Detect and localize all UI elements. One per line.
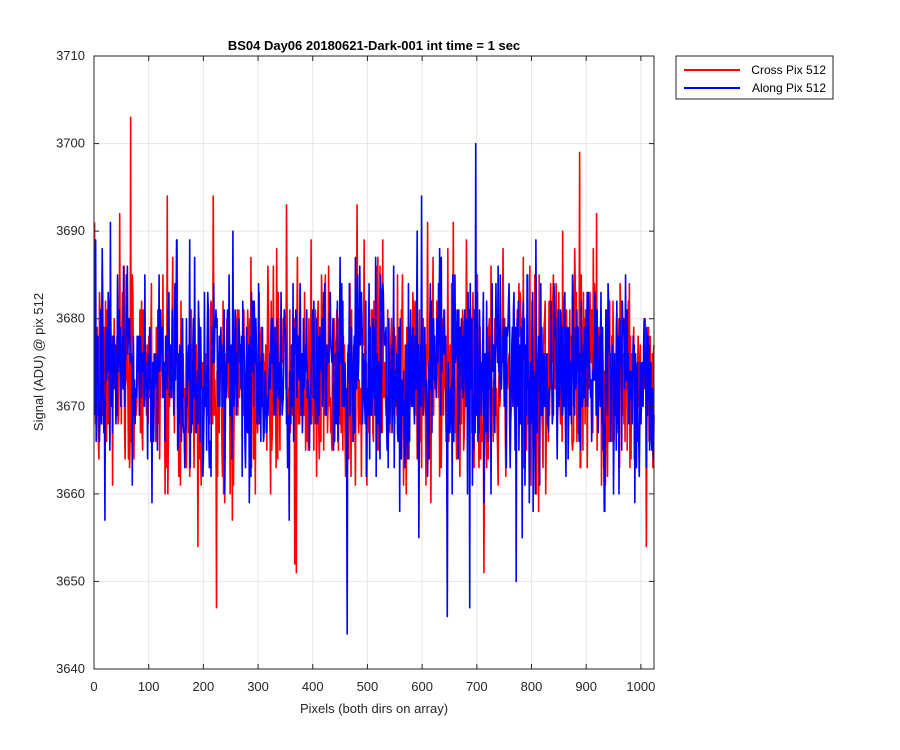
x-tick-label: 200 [193,679,215,694]
legend-box [675,55,834,100]
x-tick-label: 600 [411,679,433,694]
y-tick-label: 3700 [56,136,85,151]
x-tick-label: 700 [466,679,488,694]
x-tick-label: 500 [357,679,379,694]
x-tick-label: 400 [302,679,324,694]
x-tick-label: 1000 [626,679,655,694]
x-tick-label: 0 [90,679,97,694]
legend-entry-cross: Cross Pix 512 [751,63,826,77]
y-tick-label: 3690 [56,223,85,238]
x-tick-label: 300 [247,679,269,694]
x-tick-label: 900 [575,679,597,694]
y-tick-label: 3710 [56,48,85,63]
x-axis-label: Pixels (both dirs on array) [300,701,448,716]
legend: Cross Pix 512 Along Pix 512 [675,55,834,100]
y-tick-label: 3640 [56,661,85,676]
y-tick-label: 3670 [56,398,85,413]
axes-box [93,55,655,670]
y-tick-label: 3680 [56,311,85,326]
x-tick-label: 800 [521,679,543,694]
y-tick-label: 3660 [56,486,85,501]
series-line-along [93,142,655,635]
y-tick-label: 3650 [56,573,85,588]
y-axis-label: Signal (ADU) @ pix 512 [31,293,46,431]
x-tick-label: 100 [138,679,160,694]
axis-ticks: 0 100 200 300 400 500 600 700 800 900 1000 3640 3650… [56,48,655,694]
legend-entry-along: Along Pix 512 [752,81,826,95]
plot-area [93,116,655,635]
chart-title: BS04 Day06 20180621-Dark-001 int time = … [228,38,520,53]
